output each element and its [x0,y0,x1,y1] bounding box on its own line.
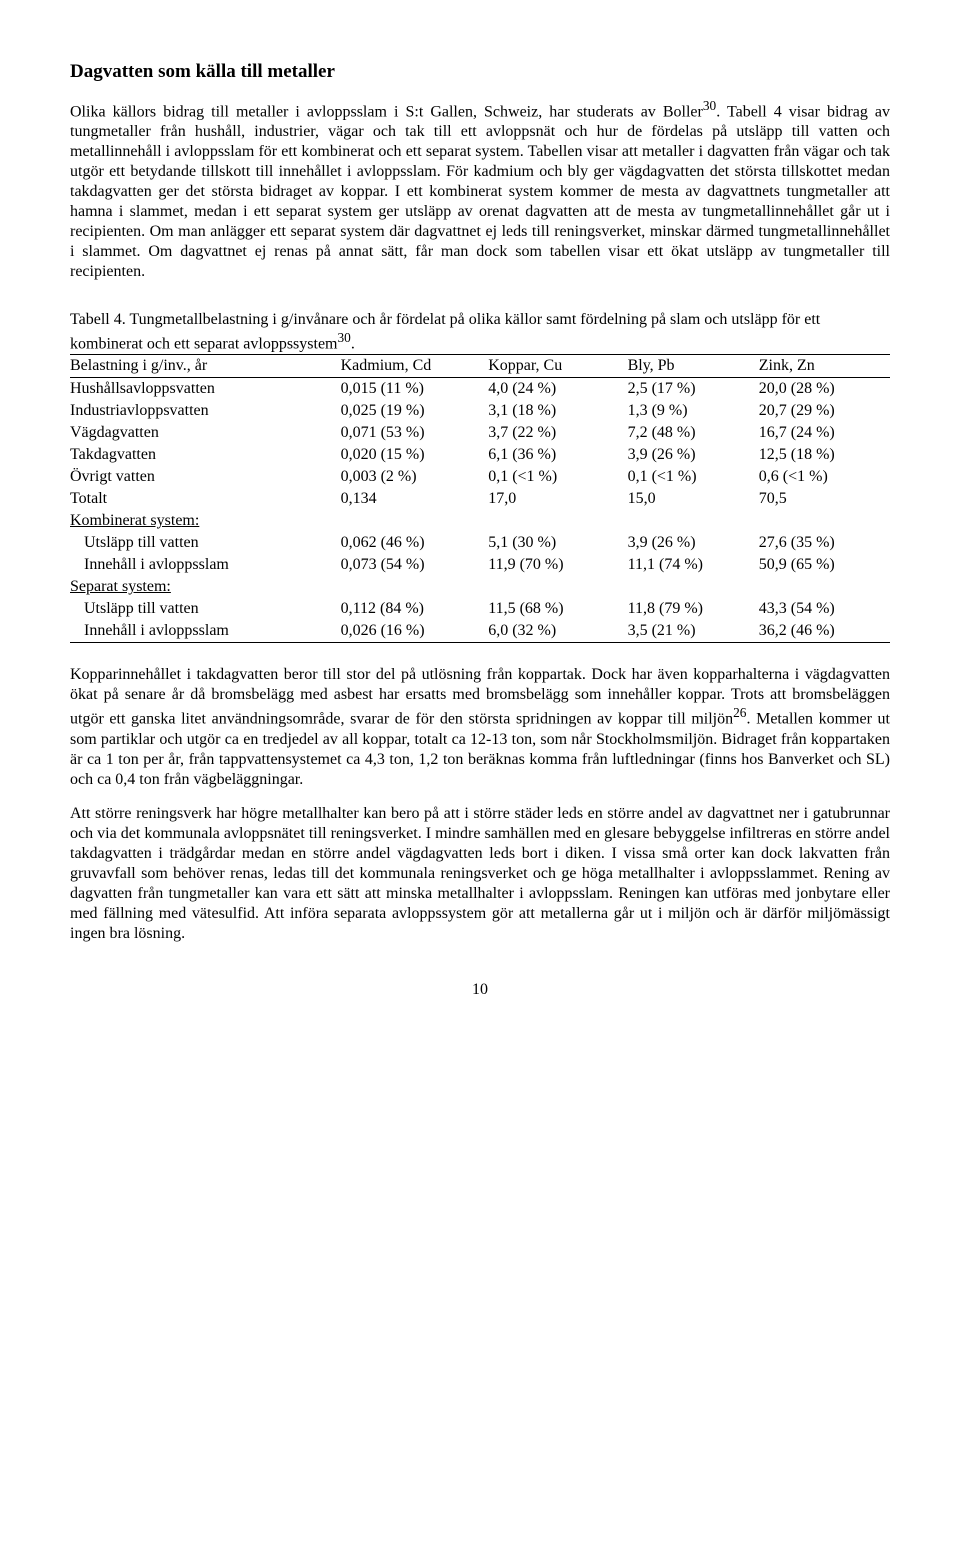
row-label: Innehåll i avloppsslam [70,554,341,576]
row-label: Industriavloppsvatten [70,400,341,422]
cell: 20,7 (29 %) [759,400,890,422]
cell: 36,2 (46 %) [759,620,890,643]
ref-30b: 30 [337,330,350,345]
cell: 4,0 (24 %) [488,378,627,401]
table-row: Innehåll i avloppsslam 0,073 (54 %) 11,9… [70,554,890,576]
cell: 0,1 (<1 %) [488,466,627,488]
ref-30: 30 [703,98,716,113]
row-label: Vägdagvatten [70,422,341,444]
col-header: Kadmium, Cd [341,355,489,378]
cell: 0,026 (16 %) [341,620,489,643]
cell: 17,0 [488,488,627,510]
table-row: Övrigt vatten 0,003 (2 %) 0,1 (<1 %) 0,1… [70,466,890,488]
cell: 0,1 (<1 %) [628,466,759,488]
cell: 0,015 (11 %) [341,378,489,401]
metal-load-table: Belastning i g/inv., år Kadmium, Cd Kopp… [70,354,890,643]
cell: 0,020 (15 %) [341,444,489,466]
cell: 20,0 (28 %) [759,378,890,401]
cell: 11,9 (70 %) [488,554,627,576]
page-number: 10 [70,980,890,1000]
cell: 0,025 (19 %) [341,400,489,422]
cell: 0,062 (46 %) [341,532,489,554]
cell: 11,8 (79 %) [628,598,759,620]
paragraph-2: Kopparinnehållet i takdagvatten beror ti… [70,665,890,789]
cell: 12,5 (18 %) [759,444,890,466]
col-header: Belastning i g/inv., år [70,355,341,378]
row-label: Totalt [70,488,341,510]
row-label: Hushållsavloppsvatten [70,378,341,401]
cell: 11,1 (74 %) [628,554,759,576]
table-row: Utsläpp till vatten 0,062 (46 %) 5,1 (30… [70,532,890,554]
cell: 0,112 (84 %) [341,598,489,620]
cell: 3,9 (26 %) [628,444,759,466]
cell: 3,5 (21 %) [628,620,759,643]
col-header: Zink, Zn [759,355,890,378]
cell: 6,0 (32 %) [488,620,627,643]
cell: 1,3 (9 %) [628,400,759,422]
cell: 2,5 (17 %) [628,378,759,401]
cell: 50,9 (65 %) [759,554,890,576]
col-header: Koppar, Cu [488,355,627,378]
table-total-row: Totalt 0,134 17,0 15,0 70,5 [70,488,890,510]
caption-text-a: Tabell 4. Tungmetallbelastning i g/invån… [70,311,820,352]
cell: 70,5 [759,488,890,510]
table-caption: Tabell 4. Tungmetallbelastning i g/invån… [70,310,890,354]
cell: 16,7 (24 %) [759,422,890,444]
table-row: Industriavloppsvatten 0,025 (19 %) 3,1 (… [70,400,890,422]
row-label: Innehåll i avloppsslam [70,620,341,643]
paragraph-3: Att större reningsverk har högre metallh… [70,804,890,944]
cell: 0,003 (2 %) [341,466,489,488]
section-label: Separat system: [70,576,341,598]
table-row: Vägdagvatten 0,071 (53 %) 3,7 (22 %) 7,2… [70,422,890,444]
table-row: Takdagvatten 0,020 (15 %) 6,1 (36 %) 3,9… [70,444,890,466]
para1-text-a: Olika källors bidrag till metaller i avl… [70,103,703,120]
paragraph-1: Olika källors bidrag till metaller i avl… [70,98,890,282]
table-row: Utsläpp till vatten 0,112 (84 %) 11,5 (6… [70,598,890,620]
ref-26: 26 [733,705,746,720]
cell: 0,134 [341,488,489,510]
table-header-row: Belastning i g/inv., år Kadmium, Cd Kopp… [70,355,890,378]
cell: 7,2 (48 %) [628,422,759,444]
cell: 6,1 (36 %) [488,444,627,466]
cell: 27,6 (35 %) [759,532,890,554]
cell: 3,7 (22 %) [488,422,627,444]
cell: 5,1 (30 %) [488,532,627,554]
row-label: Utsläpp till vatten [70,532,341,554]
row-label: Övrigt vatten [70,466,341,488]
para1-text-b: . Tabell 4 visar bidrag av tungmetaller … [70,103,890,280]
row-label: Takdagvatten [70,444,341,466]
col-header: Bly, Pb [628,355,759,378]
table-section-row: Kombinerat system: [70,510,890,532]
table-row: Hushållsavloppsvatten 0,015 (11 %) 4,0 (… [70,378,890,401]
cell: 43,3 (54 %) [759,598,890,620]
cell: 3,9 (26 %) [628,532,759,554]
cell: 15,0 [628,488,759,510]
section-heading: Dagvatten som källa till metaller [70,60,890,84]
cell: 11,5 (68 %) [488,598,627,620]
table-row: Innehåll i avloppsslam 0,026 (16 %) 6,0 … [70,620,890,643]
table-section-row: Separat system: [70,576,890,598]
section-label: Kombinerat system: [70,510,341,532]
cell: 0,6 (<1 %) [759,466,890,488]
row-label: Utsläpp till vatten [70,598,341,620]
cell: 0,073 (54 %) [341,554,489,576]
cell: 0,071 (53 %) [341,422,489,444]
caption-text-b: . [351,335,355,352]
cell: 3,1 (18 %) [488,400,627,422]
